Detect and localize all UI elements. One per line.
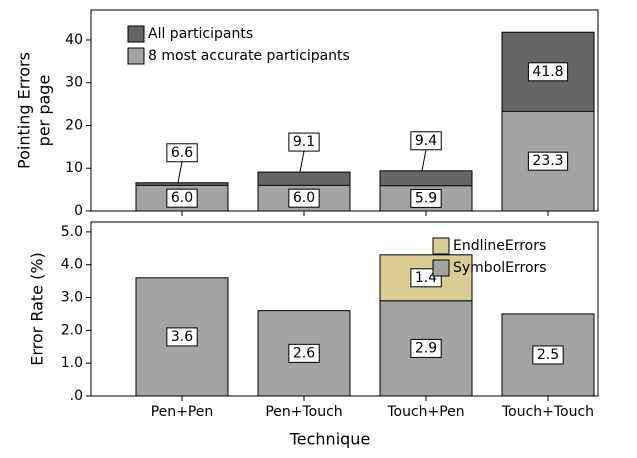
legend-label: SymbolErrors [453, 260, 547, 276]
data-label-box [166, 327, 198, 347]
y-axis-label: Pointing Errors [15, 52, 34, 169]
data-label: 41.8 [532, 64, 563, 80]
y-tick-label: 40 [65, 32, 83, 48]
y-tick-label: 5.0 [61, 224, 83, 240]
legend-label: EndlineErrors [453, 238, 546, 254]
y-tick-label: 20 [65, 117, 83, 133]
data-label: 6.6 [171, 145, 193, 161]
y-axis-label: per page [35, 75, 54, 147]
data-label: 2.9 [415, 340, 437, 356]
y-axis-label: Error Rate (%) [28, 252, 47, 366]
data-label-box [527, 62, 569, 82]
data-label-box [288, 132, 320, 152]
x-tick-label: Pen+Pen [151, 404, 214, 420]
y-tick-label: 1.0 [61, 355, 83, 371]
y-tick-label: 3.0 [61, 290, 83, 306]
data-label-box [410, 338, 442, 358]
data-label: 6.0 [293, 190, 315, 206]
data-label-box [288, 343, 320, 363]
x-tick-label: Pen+Touch [265, 404, 342, 420]
y-tick-label: 2.0 [61, 322, 83, 338]
legend-swatch [432, 237, 450, 255]
leader-line [299, 150, 305, 173]
x-tick-label: Touch+Touch [501, 404, 594, 420]
data-label: 9.1 [293, 134, 315, 150]
data-label: 3.6 [171, 329, 193, 345]
legend-label: 8 most accurate participants [148, 48, 350, 64]
y-tick-label: .0 [70, 388, 83, 404]
legend-swatch [127, 47, 145, 65]
data-label: 9.4 [415, 133, 437, 149]
legend-label: All participants [148, 26, 253, 42]
data-label-box [288, 188, 320, 208]
y-tick-label: 10 [65, 160, 83, 176]
data-label-box [166, 188, 198, 208]
legend-swatch [432, 259, 450, 277]
data-label-box [410, 188, 442, 208]
data-label-box [527, 151, 569, 171]
leader-line [177, 161, 183, 183]
data-label: 23.3 [532, 153, 563, 169]
x-tick-label: Touch+Pen [386, 404, 464, 420]
data-label: 1.4 [415, 270, 437, 286]
data-label: 2.5 [537, 347, 559, 363]
data-label: 2.6 [293, 345, 315, 361]
y-tick-label: 0 [74, 203, 83, 219]
leader-line [421, 149, 427, 171]
data-label-box [166, 143, 198, 163]
legend-swatch [127, 25, 145, 43]
data-label: 5.9 [415, 190, 437, 206]
x-axis-label: Technique [289, 430, 371, 449]
data-label-box [410, 131, 442, 151]
data-label-box [532, 345, 564, 365]
y-tick-label: 4.0 [61, 257, 83, 273]
data-label: 6.0 [171, 190, 193, 206]
y-tick-label: 30 [65, 75, 83, 91]
